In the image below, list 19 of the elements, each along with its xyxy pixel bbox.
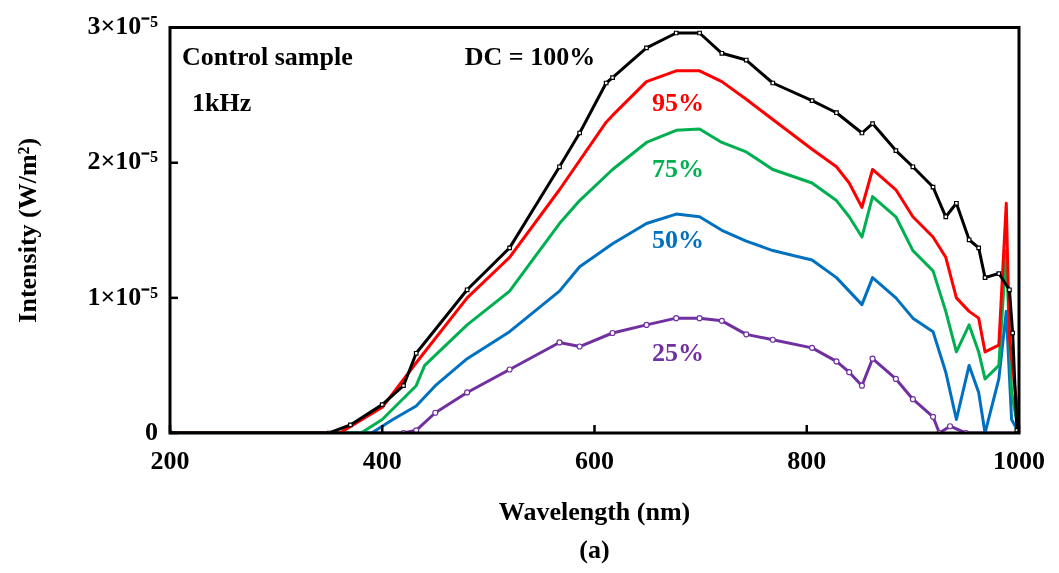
x-tick-label: 600	[575, 446, 614, 476]
y-tick-label: 1×10⁻⁵	[87, 281, 159, 311]
y-tick-label: 0	[145, 416, 158, 446]
series-label: DC = 100%	[464, 41, 596, 71]
x-tick-label: 800	[787, 446, 827, 476]
text: (a)	[579, 534, 610, 564]
x-axis-title: Wavelength (nm)	[498, 497, 691, 527]
x-tick-label: 400	[362, 446, 402, 476]
series-label: 95%	[652, 87, 704, 117]
y-tick-label: 2×10⁻⁵	[87, 146, 159, 176]
annotation: Control sample	[182, 41, 353, 71]
x-tick-label: 1000	[993, 446, 1045, 476]
x-tick-label: 200	[150, 446, 190, 476]
y-axis-title: Intensity (W/m²)	[13, 137, 43, 323]
series-label: 25%	[652, 337, 704, 367]
series-label: 75%	[652, 153, 704, 183]
series-label: 50%	[652, 224, 704, 254]
y-tick-label: 3×10⁻⁵	[87, 11, 159, 41]
annotation: 1kHz	[192, 87, 252, 117]
